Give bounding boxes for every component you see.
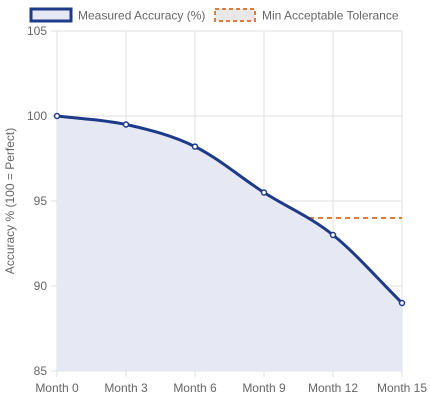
- legend[interactable]: Measured Accuracy (%) Min Acceptable Tole…: [29, 7, 399, 23]
- x-tick-label: Month 9: [242, 381, 286, 395]
- x-tick-label: Month 0: [35, 381, 79, 395]
- legend-swatch-accuracy: [29, 7, 73, 23]
- axes: 85 90 95 100 105 Month 0 Month 3 Month 6 Month 9…: [27, 24, 427, 395]
- legend-swatch-tolerance: [214, 8, 256, 22]
- x-tick-label: Month 15: [377, 381, 427, 395]
- accuracy-point[interactable]: [329, 231, 337, 239]
- series-layer: [53, 112, 406, 371]
- accuracy-point[interactable]: [53, 112, 61, 120]
- legend-label: Min Acceptable Tolerance: [262, 9, 399, 23]
- y-axis-title: Accuracy % (100 = Perfect): [3, 128, 17, 274]
- y-tick-label: 90: [34, 279, 48, 293]
- accuracy-point[interactable]: [260, 189, 268, 196]
- x-tick-label: Month 12: [308, 381, 358, 395]
- x-tick-label: Month 6: [173, 381, 217, 395]
- accuracy-area-fill: [57, 116, 402, 371]
- accuracy-point[interactable]: [191, 143, 199, 150]
- y-tick-label: 100: [27, 109, 47, 123]
- legend-item-min-tolerance[interactable]: Min Acceptable Tolerance: [214, 8, 399, 23]
- y-tick-label: 85: [34, 364, 48, 378]
- accuracy-point[interactable]: [122, 121, 130, 128]
- accuracy-point[interactable]: [398, 299, 406, 307]
- legend-item-measured-accuracy[interactable]: Measured Accuracy (%): [29, 7, 205, 23]
- x-tick-label: Month 3: [104, 381, 148, 395]
- y-tick-label: 95: [34, 194, 48, 208]
- y-tick-label: 105: [27, 24, 47, 38]
- legend-label: Measured Accuracy (%): [78, 9, 205, 23]
